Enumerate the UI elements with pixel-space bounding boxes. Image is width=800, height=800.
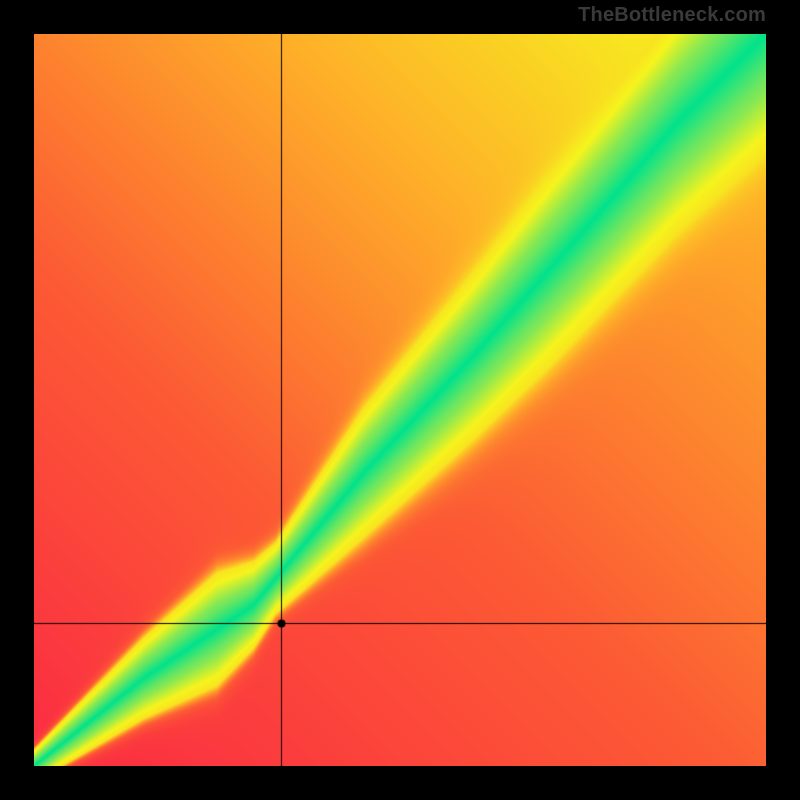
heatmap-canvas — [34, 34, 766, 766]
bottleneck-heatmap-stage: TheBottleneck.com — [0, 0, 800, 800]
watermark-text: TheBottleneck.com — [578, 4, 766, 27]
heatmap-plot-area — [34, 34, 766, 766]
